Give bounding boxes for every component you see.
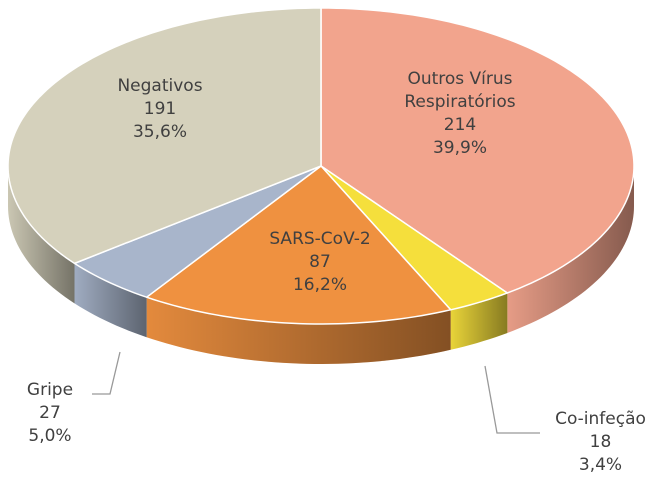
percent-label: 16,2% bbox=[292, 275, 347, 295]
slice bbox=[73, 165, 322, 298]
slice-label: Negativos 191 35,6% bbox=[90, 75, 230, 144]
slice-side-shade bbox=[450, 292, 508, 350]
percent-label: 3,4% bbox=[578, 455, 623, 475]
percent-label: 5,0% bbox=[28, 426, 72, 446]
slice bbox=[7, 7, 322, 265]
slice-label: Co-infeção 18 3,4% bbox=[528, 408, 654, 477]
slice bbox=[320, 165, 509, 311]
leader-line bbox=[92, 351, 121, 395]
category-label: SARS-CoV-2 bbox=[269, 229, 371, 249]
value-label: 191 bbox=[143, 99, 177, 119]
slice-label: SARS-CoV-2 87 16,2% bbox=[245, 228, 395, 297]
category-label: Outros Vírus Respiratórios bbox=[404, 69, 516, 112]
value-label: 87 bbox=[309, 252, 331, 272]
value-label: 214 bbox=[443, 115, 477, 135]
value-label: 27 bbox=[39, 403, 61, 423]
slice-label: Outros Vírus Respiratórios 214 39,9% bbox=[390, 68, 530, 160]
percent-label: 35,6% bbox=[132, 122, 187, 142]
leader-line bbox=[484, 365, 540, 434]
value-label: 18 bbox=[589, 432, 612, 452]
slice bbox=[320, 7, 635, 294]
percent-label: 39,9% bbox=[432, 138, 487, 158]
category-label: Gripe bbox=[26, 380, 74, 400]
slice-side-shade bbox=[507, 166, 634, 333]
category-label: Negativos bbox=[117, 76, 203, 96]
slice-side-shade bbox=[8, 166, 75, 304]
category-label: Co-infeção bbox=[555, 409, 646, 429]
slice-label: Gripe 27 5,0% bbox=[10, 379, 90, 448]
slice-side-shade bbox=[146, 297, 451, 364]
slice-side-shade bbox=[74, 263, 147, 338]
slice bbox=[145, 165, 452, 325]
